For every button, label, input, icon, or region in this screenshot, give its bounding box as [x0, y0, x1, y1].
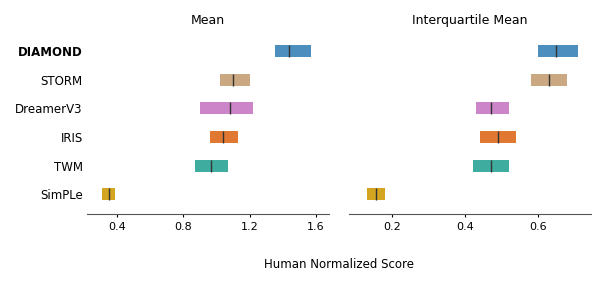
Bar	[220, 74, 250, 86]
Bar	[275, 45, 311, 57]
Bar	[476, 102, 509, 114]
Bar	[473, 160, 509, 172]
Title: Interquartile Mean: Interquartile Mean	[412, 14, 527, 27]
Bar	[367, 188, 385, 200]
Bar	[102, 188, 115, 200]
Bar	[531, 74, 568, 86]
Bar	[195, 160, 228, 172]
Bar	[200, 102, 253, 114]
Bar	[480, 131, 517, 143]
Bar	[538, 45, 578, 57]
Title: Mean: Mean	[191, 14, 225, 27]
Bar	[210, 131, 238, 143]
Text: Human Normalized Score: Human Normalized Score	[264, 258, 414, 271]
